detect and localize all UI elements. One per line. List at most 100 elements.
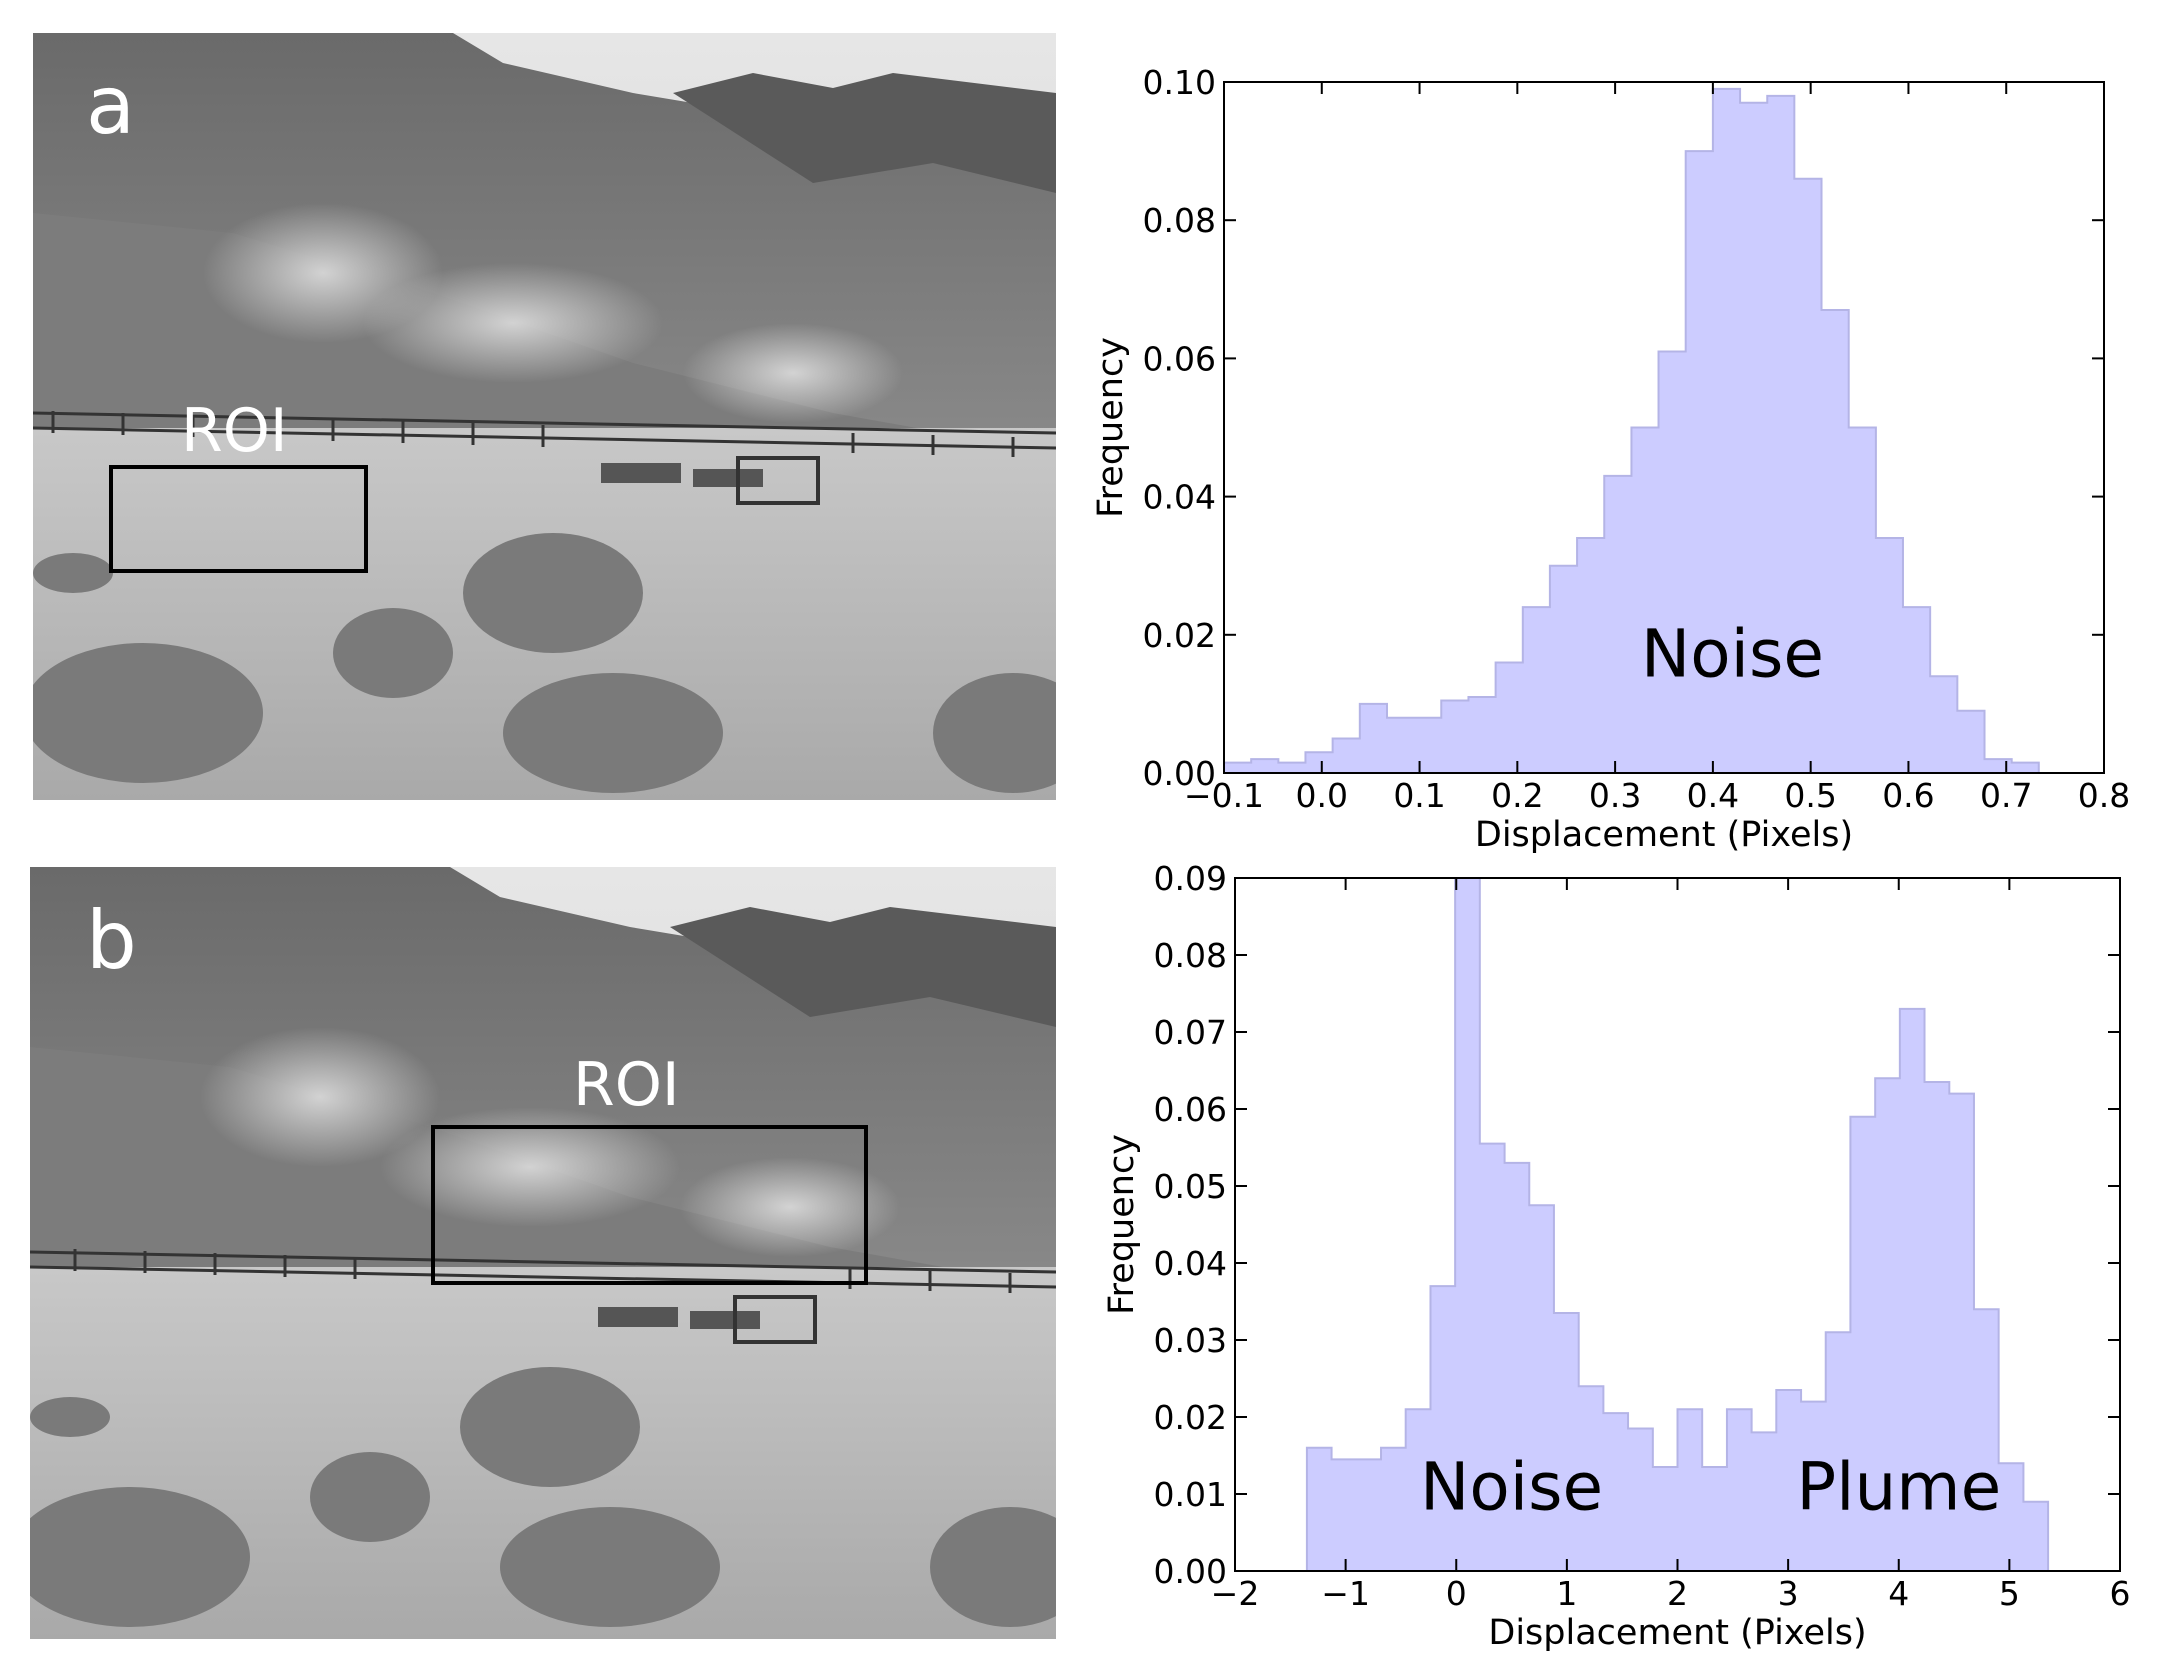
histogram-b-ytick-label-2: 0.02 [1154,1398,1227,1437]
histogram-b-bar-29 [2023,1501,2049,1571]
histogram-b-ytick-label-4: 0.04 [1154,1244,1227,1283]
histogram-a-bar-26 [1930,676,1958,773]
histogram-a-ytick-label-2: 0.04 [1143,478,1216,517]
histogram-b-bar-15 [1677,1409,1703,1571]
histogram-a-ytick-label-0: 0.00 [1143,754,1216,793]
histogram-a-bar-10 [1495,662,1524,773]
histogram-a-bar-6 [1386,717,1415,773]
histogram-b-bar-4 [1405,1409,1432,1571]
histogram-b-ytick-label-8: 0.08 [1154,936,1227,975]
histogram-a-bar-21 [1794,178,1823,774]
histogram-b-bar-28 [1998,1463,2025,1571]
histogram-a-xtick-label-4: 0.3 [1589,776,1641,815]
histogram-b-bar-24 [1899,1008,1926,1571]
histogram-b-ytick-label-3: 0.03 [1154,1321,1227,1360]
histogram-a-bar-2 [1278,762,1307,773]
histogram-b-bar-25 [1924,1082,1950,1571]
histogram-b-xtick-label-5: 3 [1778,1574,1799,1613]
histogram-b-bar-16 [1702,1467,1728,1571]
histogram-a-svg: −0.1 0.0 0.1 0.2 0.3 0.4 0.5 0.6 0.7 0.8 0.00 0.02… [1091,63,2130,855]
histogram-b-xtick-label-4: 2 [1667,1574,1688,1613]
histogram-b-bar-5 [1430,1286,1456,1571]
histogram-b-bar-23 [1875,1078,1901,1571]
histogram-a-xtick-label-0: −0.1 [1184,776,1264,815]
photo-panel-b: b ROI [30,867,1056,1639]
histogram-a-xtick-label-5: 0.4 [1687,776,1739,815]
histogram-a-ytick-labels: 0.00 0.02 0.04 0.06 0.08 0.10 [1143,63,1216,793]
histogram-a-bars [1224,88,2040,774]
histogram-b-ticks [1234,877,2121,1572]
histogram-a-xtick-labels: −0.1 0.0 0.1 0.2 0.3 0.4 0.5 0.6 0.7 0.8 [1184,776,2130,815]
histogram-b-bar-18 [1751,1432,1777,1571]
histogram-a-annotation-0: Noise [1641,615,1824,692]
histogram-a-bar-12 [1549,565,1578,773]
histogram-a-xtick-label-9: 0.8 [2078,776,2130,815]
histogram-b-xlabel: Displacement (Pixels) [1488,1613,1866,1653]
histogram-b-ytick-label-6: 0.06 [1154,1090,1227,1129]
histogram-b-bar-21 [1825,1332,1852,1571]
histogram-b-xtick-label-2: 0 [1446,1574,1467,1613]
histogram-a-bar-4 [1332,738,1361,773]
histogram-b-bar-3 [1381,1447,1407,1571]
histogram-a-outline [1223,87,2040,773]
histogram-a-ytick-label-3: 0.06 [1143,339,1216,378]
histogram-b-ytick-label-5: 0.05 [1154,1167,1227,1206]
histogram-a-ylabel: Frequency [1091,337,1131,518]
histogram-a-xlabel: Displacement (Pixels) [1475,815,1853,855]
histogram-a-bar-8 [1441,700,1470,773]
histogram-a-bar-1 [1251,759,1279,773]
histogram-a-ytick-label-5: 0.10 [1143,63,1216,102]
histogram-b-bar-8 [1504,1162,1530,1571]
histogram-b-ylabel: Frequency [1102,1134,1142,1315]
histogram-a-bar-28 [1984,759,2013,773]
histogram-a-annotations: Noise [1641,615,1824,692]
histogram-b-bar-7 [1479,1143,1506,1571]
histogram-b-xtick-label-6: 4 [1888,1574,1909,1613]
histogram-b-bar-13 [1628,1428,1654,1571]
histogram-b-annotation-1: Plume [1796,1448,2001,1525]
histogram-a-bar-20 [1767,95,1795,773]
histogram-a-bar-11 [1522,607,1551,773]
histogram-a-bar-7 [1414,717,1442,773]
histogram-b-bar-6 [1455,878,1481,1571]
histogram-a-xtick-label-8: 0.7 [1980,776,2032,815]
histogram-b-outline [1305,877,2050,1571]
histogram-a-bar-25 [1902,607,1931,773]
histogram-a-bar-27 [1957,710,1986,773]
histogram-b-bar-19 [1776,1390,1802,1571]
photo-panel-a: a ROI [33,33,1056,800]
histogram-a-bar-14 [1604,475,1633,773]
histogram-b-xtick-label-7: 5 [1999,1574,2020,1613]
histogram-b-bar-2 [1356,1459,1382,1571]
histogram-b-bar-17 [1726,1409,1753,1571]
histogram-a-bar-9 [1468,696,1497,773]
histogram-b-bar-27 [1973,1309,2000,1571]
roi-label-b: ROI [573,1050,680,1120]
roi-label-a: ROI [181,396,288,466]
histogram-b-ytick-label-7: 0.07 [1154,1013,1227,1052]
histogram-b-bar-26 [1949,1093,1975,1571]
histogram-b-bar-22 [1850,1116,1876,1571]
histogram-b-ytick-labels: 0.00 0.01 0.02 0.03 0.04 0.05 0.06 0.07 0.08 0.09 [1154,860,1227,1591]
histogram-b-ytick-label-1: 0.01 [1154,1475,1227,1514]
histogram-b-xtick-labels: −2 −1 0 1 2 3 4 5 6 [1211,1574,2131,1613]
histogram-a-bar-15 [1631,427,1660,773]
histogram-b-bar-10 [1553,1313,1580,1571]
histogram-a-bar-0 [1224,762,1252,773]
histogram-a-bar-3 [1305,752,1334,773]
histogram-a-bar-18 [1712,88,1741,773]
histogram-a-xtick-label-2: 0.1 [1393,776,1445,815]
histogram-a-xtick-label-1: 0.0 [1296,776,1348,815]
histogram-a-ticks [1223,81,2105,774]
histogram-a-bar-16 [1658,351,1687,773]
histogram-b-bar-9 [1529,1205,1555,1571]
histogram-b-xtick-label-3: 1 [1556,1574,1577,1613]
histogram-a-ytick-label-1: 0.02 [1143,616,1216,655]
histogram-a-xtick-label-3: 0.2 [1491,776,1543,815]
histogram-b-xtick-label-0: −2 [1211,1574,1260,1613]
histogram-b-bar-1 [1331,1459,1357,1571]
histogram-a-bar-29 [2011,762,2040,773]
histogram-b-bar-11 [1578,1386,1604,1571]
histogram-b-ytick-label-0: 0.00 [1154,1552,1227,1591]
panel-letter-a: a [86,59,135,152]
